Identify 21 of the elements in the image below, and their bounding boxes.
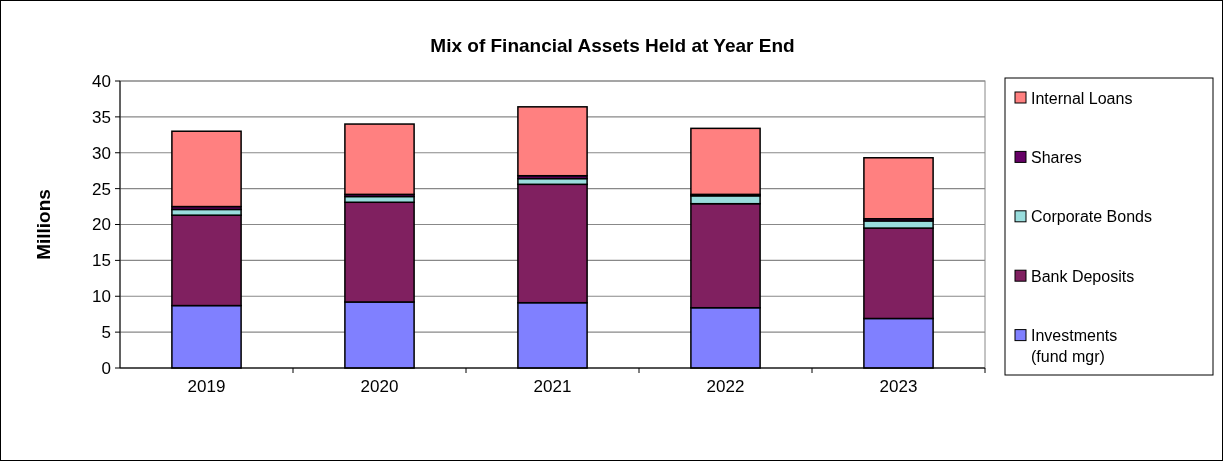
x-tick-label: 2021: [533, 377, 572, 396]
y-tick-label: 0: [101, 358, 111, 378]
y-tick-label: 20: [92, 215, 111, 235]
y-tick-label: 30: [92, 143, 111, 163]
y-tick-label: 5: [101, 323, 111, 343]
x-tick-label: 2023: [879, 377, 918, 396]
legend-label: Bank Deposits: [1031, 267, 1135, 285]
y-tick-label: 25: [92, 179, 111, 199]
legend-label: Shares: [1031, 149, 1082, 166]
legend-label: Investments (fund mgr): [1031, 327, 1118, 366]
legend-label: Corporate Bonds: [1031, 208, 1152, 226]
y-tick-label: 35: [92, 107, 111, 127]
chart-title: Mix of Financial Assets Held at Year End: [430, 35, 795, 56]
y-tick-label: 10: [92, 287, 111, 307]
y-tick-label: 15: [92, 251, 111, 271]
y-tick-label: 40: [92, 71, 111, 91]
legend-label: Internal Loans: [1031, 89, 1133, 107]
x-tick-label: 2022: [706, 377, 745, 396]
x-tick-label: 2019: [187, 377, 226, 396]
x-tick-label: 2020: [360, 377, 399, 396]
y-axis-title: Millions: [33, 189, 54, 260]
